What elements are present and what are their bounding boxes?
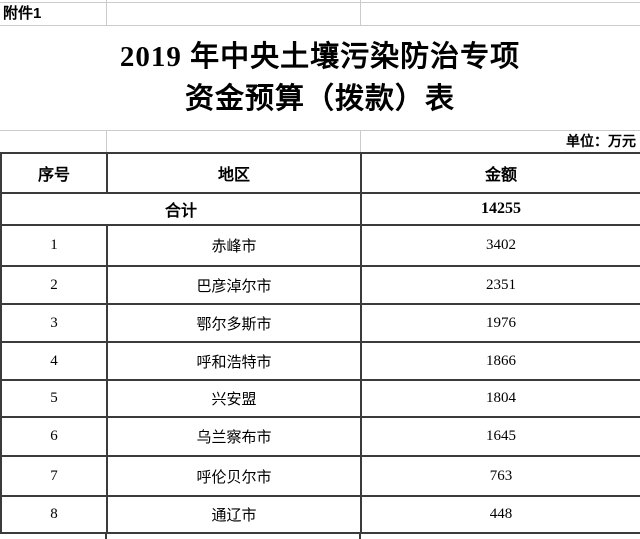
cell-amount: 3402	[360, 224, 640, 267]
cell-amount: 1645	[360, 416, 640, 457]
cell-no: 6	[0, 416, 108, 457]
next-row-border-stub	[105, 532, 107, 539]
cell-amount: 1804	[360, 379, 640, 418]
document-title-line2: 资金预算（拨款）表	[184, 83, 455, 115]
total-amount-cell: 14255	[360, 192, 640, 226]
gridline-horizontal	[0, 130, 640, 131]
cell-region: 呼和浩特市	[106, 341, 362, 381]
header-cell-region: 地区	[106, 152, 362, 194]
table-total-row: 合计 14255	[0, 192, 640, 226]
cell-no: 3	[0, 303, 108, 343]
cell-region: 乌兰察布市	[106, 416, 362, 457]
table-row: 4 呼和浩特市 1866	[0, 341, 640, 381]
gridline-vertical	[106, 130, 107, 152]
cell-region: 赤峰市	[106, 224, 362, 267]
cell-amount: 1866	[360, 341, 640, 381]
total-label-cell: 合计	[0, 192, 362, 226]
cell-no: 4	[0, 341, 108, 381]
cell-amount: 2351	[360, 265, 640, 305]
attachment-label: 附件1	[3, 5, 42, 22]
table-row: 3 鄂尔多斯市 1976	[0, 303, 640, 343]
table-row: 2 巴彦淖尔市 2351	[0, 265, 640, 305]
cell-amount: 448	[360, 495, 640, 534]
cell-region: 兴安盟	[106, 379, 362, 418]
cell-no: 8	[0, 495, 108, 534]
table-row: 1 赤峰市 3402	[0, 224, 640, 267]
cell-no: 2	[0, 265, 108, 305]
cell-amount: 763	[360, 455, 640, 497]
document-title: 2019 年中央土壤污染防治专项 资金预算（拨款）表	[0, 36, 640, 120]
cell-region: 巴彦淖尔市	[106, 265, 362, 305]
header-cell-amount: 金额	[360, 152, 640, 194]
cell-no: 7	[0, 455, 108, 497]
next-row-border-stub	[359, 532, 361, 539]
gridline-horizontal	[0, 2, 640, 3]
cell-amount: 1976	[360, 303, 640, 343]
header-cell-no: 序号	[0, 152, 108, 194]
table-header-row: 序号 地区 金额	[0, 152, 640, 194]
cell-region: 通辽市	[106, 495, 362, 534]
cell-region: 呼伦贝尔市	[106, 455, 362, 497]
table-row: 5 兴安盟 1804	[0, 379, 640, 418]
table-row: 8 通辽市 448	[0, 495, 640, 534]
cell-no: 5	[0, 379, 108, 418]
cell-region: 鄂尔多斯市	[106, 303, 362, 343]
document-title-line1: 2019 年中央土壤污染防治专项	[119, 41, 521, 73]
table-row: 6 乌兰察布市 1645	[0, 416, 640, 457]
gridline-vertical	[360, 130, 361, 152]
table-row: 7 呼伦贝尔市 763	[0, 455, 640, 497]
gridline-vertical	[360, 0, 361, 25]
gridline-vertical	[106, 0, 107, 25]
unit-label: 单位：万元	[566, 133, 636, 149]
gridline-horizontal	[0, 25, 640, 26]
cell-no: 1	[0, 224, 108, 267]
budget-table: 序号 地区 金额 合计 14255 1 赤峰市 3402 2 巴彦淖尔市 235…	[0, 152, 640, 534]
